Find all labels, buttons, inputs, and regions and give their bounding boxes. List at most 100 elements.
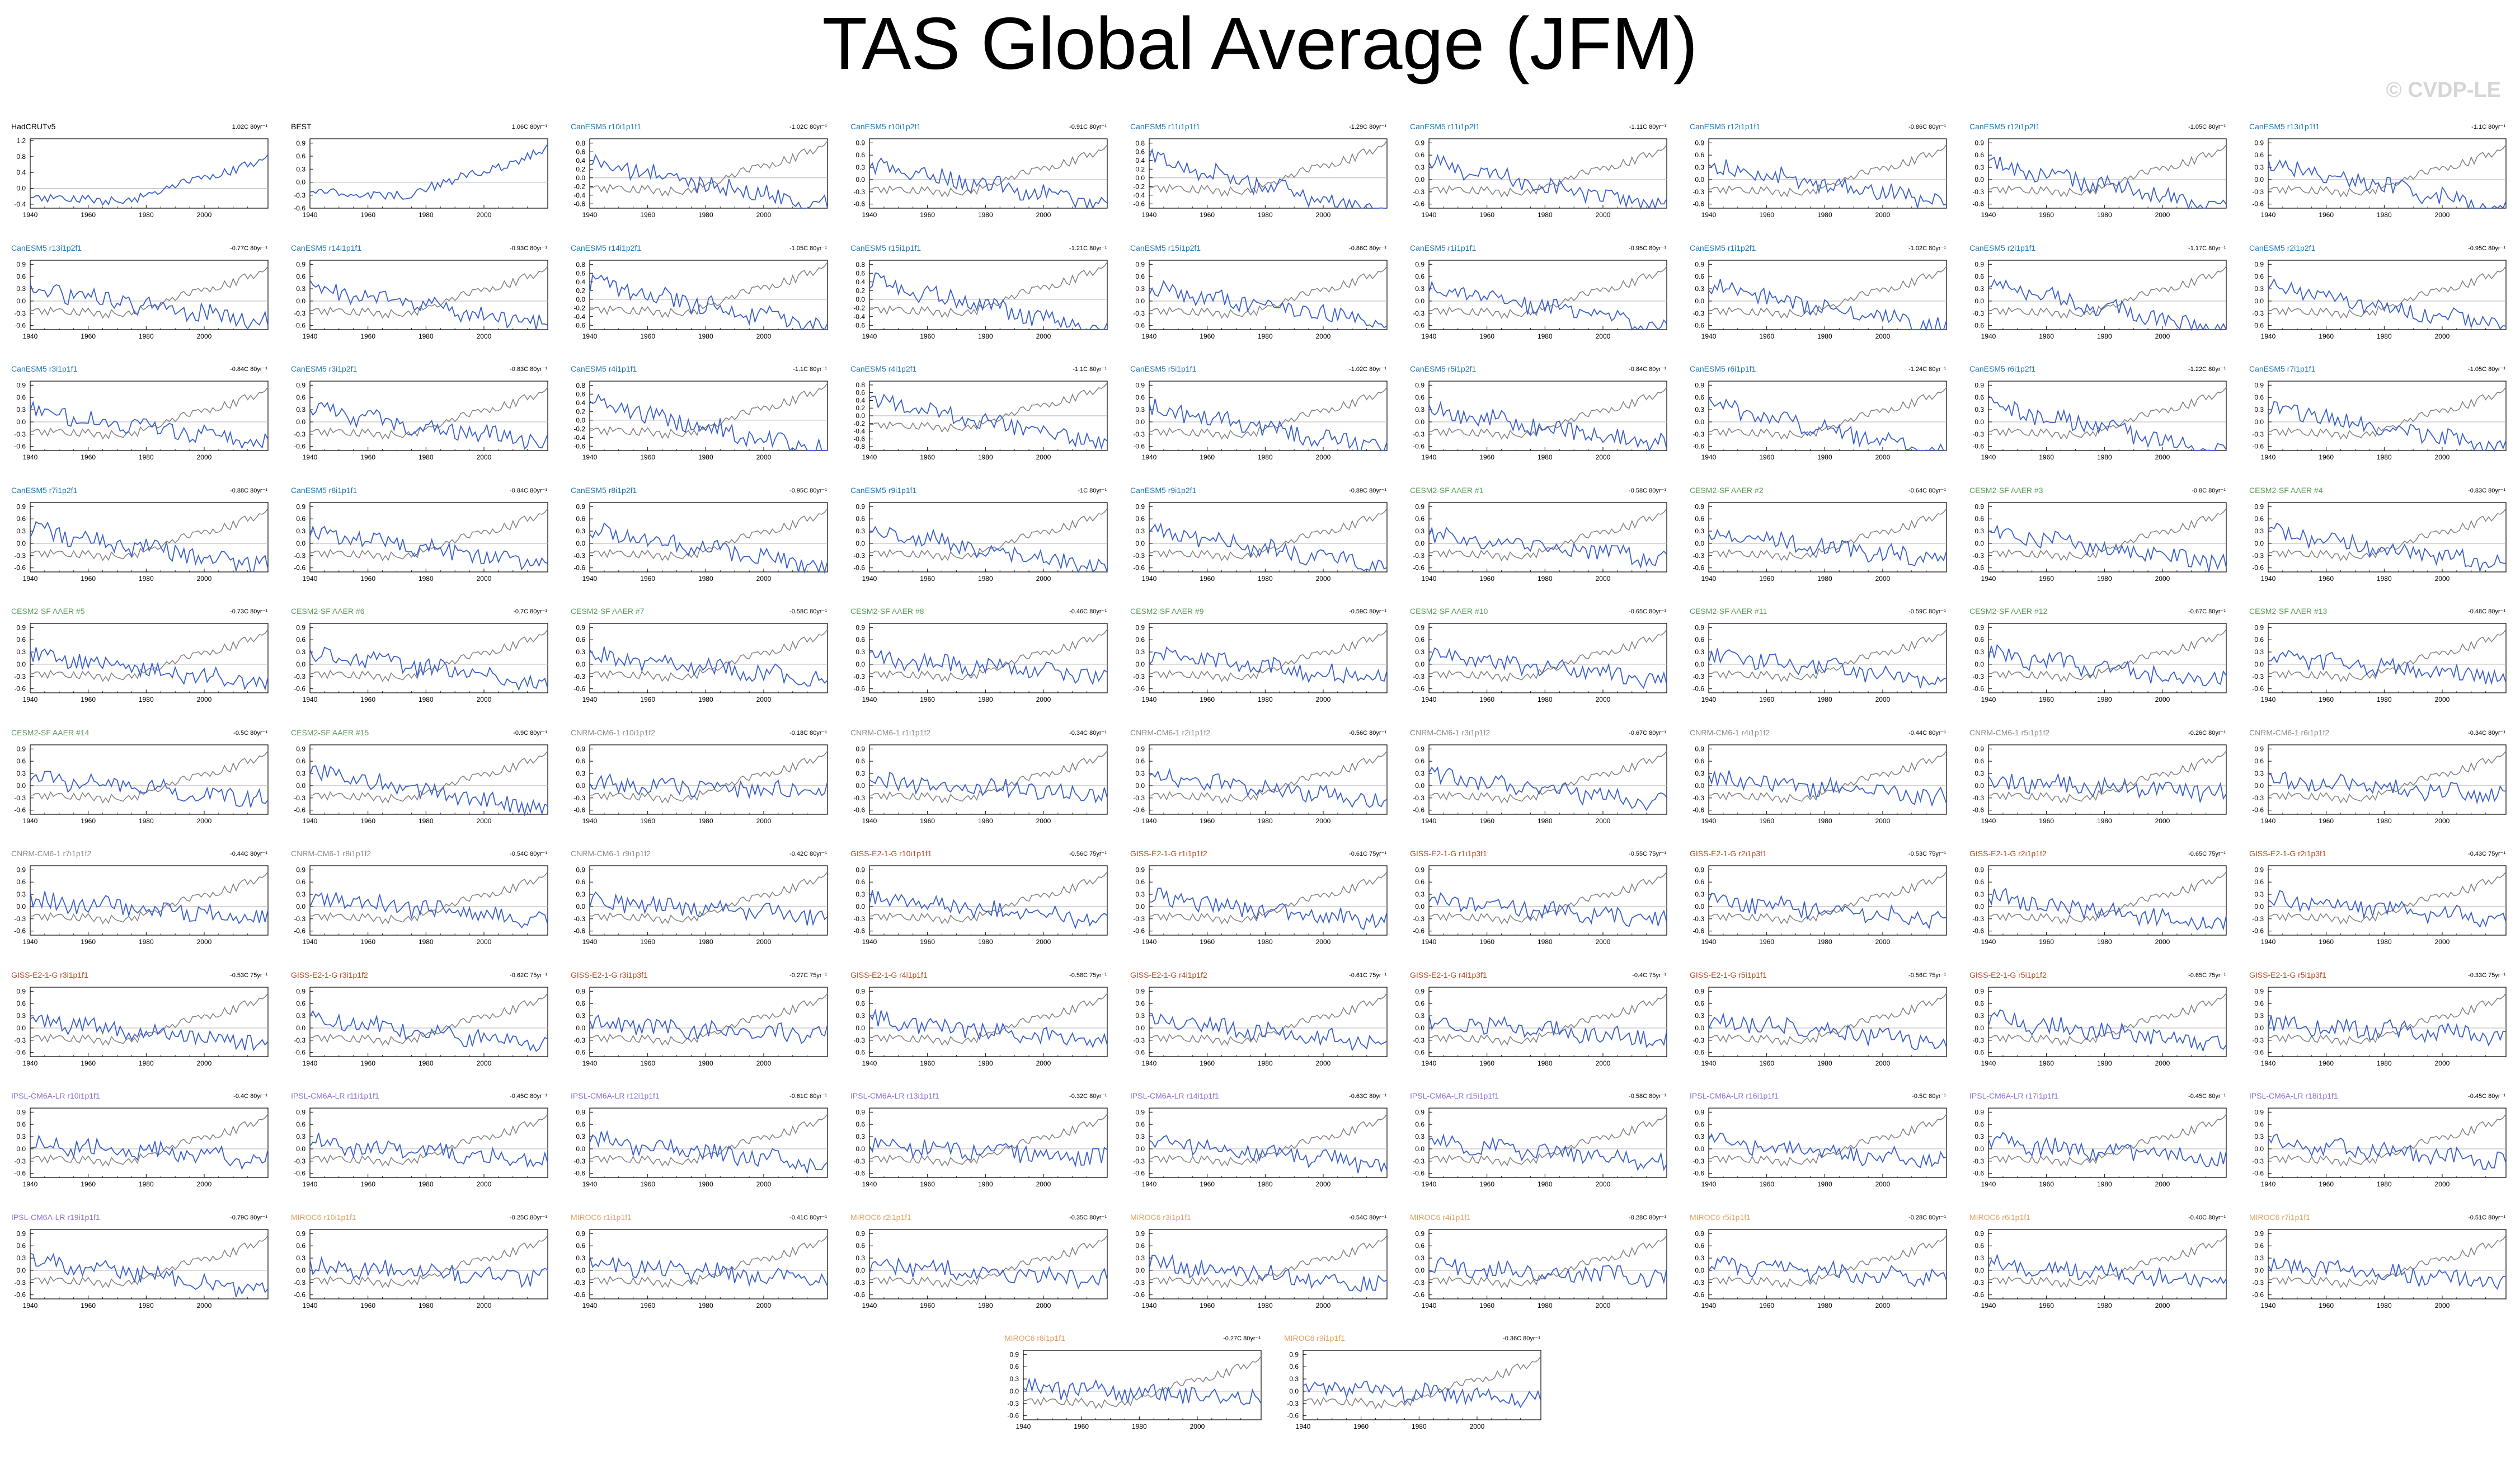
panel-trend: -0.59C 80yr⁻¹ (1349, 608, 1386, 615)
y-tick-label: 0.6 (2254, 636, 2264, 644)
panel-title: GISS-E2-1-G r3i1p1f2 (291, 970, 368, 979)
plot-frame (589, 744, 828, 815)
y-tick-label: -0.6 (1413, 927, 1424, 935)
panel-title: CESM2-SF AAER #12 (1969, 607, 2048, 616)
y-tick-label: -0.6 (1972, 200, 1984, 208)
y-tick-label: -0.3 (1133, 794, 1145, 801)
y-tick-label: 0.6 (1415, 151, 1424, 159)
y-tick-label: -0.6 (1133, 806, 1145, 814)
chart-panel: CNRM-CM6-1 r9i1p1f2 -0.42C 80yr⁻¹ 0.9 0.6 0.… (567, 849, 830, 950)
plot-frame (589, 1228, 828, 1299)
y-tick-label: 0.9 (296, 1230, 305, 1237)
plot-frame (309, 623, 548, 693)
x-tick-label: 1980 (978, 453, 993, 461)
y-tick-label: -0.6 (294, 321, 305, 329)
y-tick-label: 0.0 (855, 1024, 865, 1031)
chart-panel: CESM2-SF AAER #15 -0.9C 80yr⁻¹ 0.9 0.6 0.3 0.… (288, 728, 551, 829)
series-line-model (589, 1255, 828, 1287)
x-tick-label: 1960 (640, 211, 655, 219)
x-tick-label: 1980 (1538, 817, 1553, 825)
plot-frame (1428, 138, 1667, 209)
series-line-model (1988, 524, 2227, 571)
x-tick-label: 2000 (477, 575, 492, 583)
y-tick-label: -0.6 (1413, 1170, 1424, 1177)
y-tick-label: 0.6 (1135, 1120, 1145, 1128)
x-tick-label: 1980 (698, 938, 713, 946)
y-tick-label: -0.3 (1972, 794, 1984, 801)
y-tick-label: 0.9 (1135, 1230, 1145, 1237)
x-tick-label: 2000 (1316, 1180, 1331, 1188)
plot-frame (1149, 501, 1388, 573)
y-tick-label: -0.3 (294, 915, 305, 923)
y-tick-label: 0.9 (296, 139, 305, 147)
x-tick-label: 2000 (1316, 817, 1331, 825)
y-tick-label: -0.6 (1287, 1412, 1299, 1420)
y-tick-label: 0.0 (1415, 297, 1424, 304)
series-line-obs-reference (2268, 508, 2507, 561)
x-tick-label: 1940 (582, 817, 598, 825)
panel-title: GISS-E2-1-G r2i1p3f1 (2249, 849, 2326, 858)
plot-frame (30, 259, 269, 330)
x-tick-label: 2000 (756, 1059, 772, 1067)
series-line-obs-reference (1428, 992, 1667, 1046)
x-tick-label: 1960 (2039, 575, 2054, 583)
y-tick-label: -0.6 (1692, 927, 1704, 935)
plot-frame (1149, 259, 1388, 330)
x-tick-label: 1940 (303, 817, 318, 825)
x-tick-label: 2000 (2155, 817, 2170, 825)
chart-panel: IPSL-CM6A-LR r15i1p1f1 -0.58C 80yr⁻¹ 0.9 0.… (1407, 1091, 1670, 1192)
y-tick-label: 0.6 (1695, 1242, 1704, 1250)
series-line-obs-reference (589, 508, 828, 561)
y-tick-label: 0.0 (1974, 418, 1984, 426)
x-tick-label: 1980 (1258, 938, 1273, 946)
y-tick-label: 0.0 (1974, 1024, 1984, 1031)
y-tick-label: 0.3 (1135, 1133, 1145, 1141)
series-line-model (1428, 280, 1667, 331)
y-tick-label: 0.0 (2254, 1266, 2264, 1274)
y-tick-label: 0.9 (1695, 987, 1704, 995)
panel-title: CanESM5 r3i1p1f1 (11, 364, 78, 373)
y-tick-label: 0.9 (2254, 1230, 2264, 1237)
y-tick-label: 0.0 (2254, 418, 2264, 426)
y-tick-label: -0.6 (1413, 806, 1424, 814)
series-line-obs-reference (309, 750, 548, 804)
panel-trend: -0.4C 75yr⁻¹ (1632, 972, 1666, 979)
chart-panel: MIROC6 r7i1p1f1 -0.51C 80yr⁻¹ 0.9 0.6 0.3 0.0… (2246, 1213, 2509, 1313)
chart-panel: CanESM5 r9i1p2f1 -0.89C 80yr⁻¹ 0.9 0.6 0.3 0.… (1127, 486, 1390, 586)
series-line-obs-reference (1149, 508, 1388, 561)
y-tick-label: 0.6 (296, 1242, 305, 1250)
y-tick-label: 0.0 (16, 903, 26, 911)
x-tick-label: 1960 (360, 696, 375, 703)
y-tick-label: 0.0 (2254, 539, 2264, 547)
x-tick-label: 1980 (419, 817, 434, 825)
y-tick-label: -0.3 (1133, 1278, 1145, 1286)
y-tick-label: 0.6 (1974, 878, 1984, 886)
y-tick-label: -0.6 (2252, 200, 2264, 208)
plot-frame (1708, 501, 1947, 573)
plot-frame (1708, 259, 1947, 330)
y-tick-label: 0.9 (1695, 139, 1704, 147)
panel-trend: -0.45C 80yr⁻¹ (510, 1093, 547, 1100)
y-tick-label: -0.6 (1133, 1170, 1145, 1177)
x-tick-label: 1960 (81, 1059, 96, 1067)
y-tick-label: 0.0 (296, 1145, 305, 1153)
x-tick-label: 2000 (1316, 1302, 1331, 1310)
y-tick-label: 0.2 (1135, 165, 1145, 173)
y-tick-label: 0.0 (1289, 1387, 1299, 1395)
series-line-obs-reference (589, 629, 828, 682)
x-tick-label: 1940 (303, 1180, 318, 1188)
y-tick-label: 0.6 (576, 1000, 585, 1007)
plot-frame (1708, 1228, 1947, 1299)
y-tick-label: -0.3 (294, 1036, 305, 1044)
chart-panel: CanESM5 r14i1p2f1 -1.05C 80yr⁻¹ 0.8 0.6 0.4 0… (567, 243, 830, 344)
y-tick-label: 0.3 (1289, 1375, 1299, 1383)
y-tick-label: 0.6 (1415, 1120, 1424, 1128)
x-tick-label: 2000 (1596, 938, 1611, 946)
y-tick-label: 0.3 (1415, 406, 1424, 414)
